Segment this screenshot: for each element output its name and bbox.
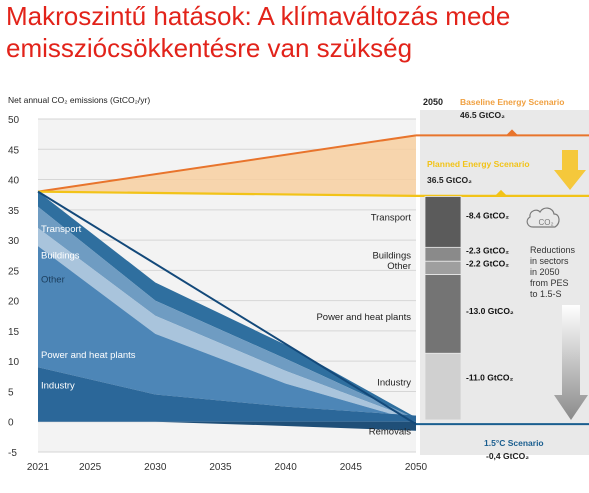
area-removals [38, 421, 416, 431]
planned-value: 36.5 GtCO₂ [427, 175, 472, 185]
y-tick-label: 50 [8, 115, 20, 126]
y-tick-label: 40 [8, 176, 20, 187]
target-scenario-label: 1.5°C Scenario [484, 438, 544, 448]
reduction-bar-industry [424, 352, 462, 421]
x-tick-label: 2040 [275, 462, 298, 473]
planned-marker [495, 189, 507, 196]
line-baseline-scenario [37, 134, 417, 193]
slide-title-line-1: Makroszintű hatások: A klímaváltozás med… [6, 1, 511, 31]
reductions-note-line: in sectors [530, 256, 569, 266]
area-power-heat [38, 246, 416, 422]
y-tick-label: -5 [8, 448, 17, 459]
line-planned-scenario [37, 190, 417, 197]
area-industry [38, 367, 416, 422]
co2-cloud-label: CO₂ [538, 218, 553, 227]
planned-scenario-label: Planned Energy Scenario [427, 159, 530, 169]
year-label: 2050 [423, 97, 443, 107]
reduction-bar-other [424, 260, 462, 276]
y-tick-label: 25 [8, 266, 20, 277]
reductions-note-line: Reductions [530, 245, 576, 255]
reduction-bar-transport [424, 196, 462, 248]
baseline-scenario-label: Baseline Energy Scenario [460, 97, 564, 107]
right-label-transport: Transport [371, 213, 412, 224]
x-tick-label: 2035 [209, 462, 232, 473]
reduction-bar-power-and-heat-plants [424, 274, 462, 354]
line-1-5c-scenario [37, 190, 417, 426]
reductions-note-line: from PES [530, 278, 569, 288]
y-axis-label: Net annual CO₂ emissions (GtCO₂/yr) [8, 95, 150, 105]
y-tick-label: 45 [8, 145, 20, 156]
left-label-transport: Transport [41, 224, 82, 235]
reduction-value: -2.2 GtCO₂ [466, 259, 509, 269]
baseline-gap-area [38, 135, 416, 196]
target-value: -0,4 GtCO₂ [486, 451, 529, 461]
right-label-removals: Removals [369, 426, 411, 437]
x-tick-label: 2025 [79, 462, 102, 473]
right-label-industry: Industry [377, 377, 411, 388]
slide-title: Makroszintű hatások: A klímaváltozás med… [6, 0, 589, 64]
y-tick-label: 10 [8, 357, 20, 368]
planned-arrow-icon [554, 150, 586, 190]
co2-cloud-icon: CO₂ [526, 207, 560, 228]
left-label-power-and-heat-plants: Power and heat plants [41, 350, 136, 361]
reduction-bar-buildings [424, 246, 462, 262]
reduction-value: -11.0 GtCO₂ [466, 373, 513, 383]
left-label-other: Other [41, 274, 65, 285]
y-tick-label: 0 [8, 418, 14, 429]
left-label-buildings: Buildings [41, 250, 80, 261]
x-tick-label: 2030 [144, 462, 167, 473]
slide-title-line-2: emissziócsökkentésre van szükség [6, 33, 413, 63]
right-label-power-and-heat-plants: Power and heat plants [316, 312, 411, 323]
x-tick-label: 2050 [405, 462, 428, 473]
y-tick-label: 15 [8, 327, 20, 338]
right-label-buildings: Buildings [372, 250, 411, 261]
y-tick-label: 35 [8, 206, 20, 217]
baseline-value: 46.5 GtCO₂ [460, 110, 505, 120]
x-tick-label: 2021 [27, 462, 50, 473]
reductions-note-line: to 1.5-S [530, 289, 562, 299]
reduction-value: -2.3 GtCO₂ [466, 245, 509, 255]
x-tick-label: 2045 [340, 462, 363, 473]
baseline-marker [506, 129, 518, 136]
right-label-other: Other [387, 261, 411, 272]
reduction-value: -13.0 GtCO₂ [466, 306, 514, 316]
y-tick-label: 20 [8, 297, 20, 308]
reductions-note-line: in 2050 [530, 267, 560, 277]
co2-cloud-shape [526, 207, 560, 228]
reduction-value: -8.4 GtCO₂ [466, 210, 509, 220]
y-tick-label: 30 [8, 236, 20, 247]
y-tick-label: 5 [8, 387, 14, 398]
reduction-arrow-icon [554, 305, 588, 420]
left-label-industry: Industry [41, 380, 75, 391]
